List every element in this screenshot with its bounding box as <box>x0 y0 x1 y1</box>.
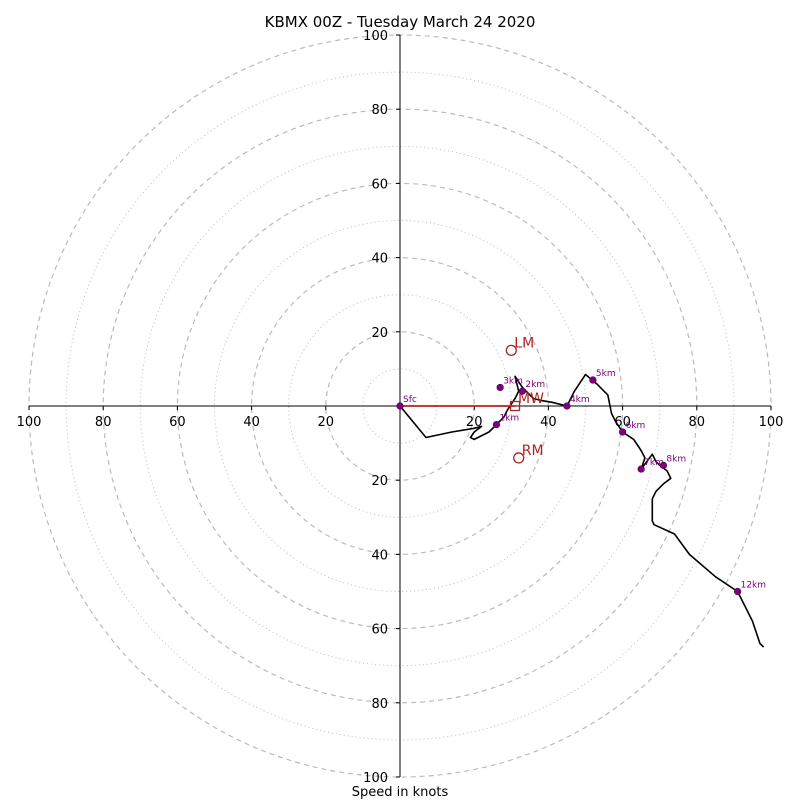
x-tick-label: 100 <box>17 415 42 430</box>
hodograph-line <box>399 373 765 648</box>
height-marker-label: Sfc <box>403 395 417 405</box>
height-marker-label: 2km <box>525 380 545 390</box>
left-mover-marker <box>505 344 517 357</box>
height-marker-label: 1km <box>499 414 519 424</box>
height-marker-point <box>496 383 504 392</box>
height-marker-label: 5km <box>596 369 616 379</box>
y-tick-label: 100 <box>363 29 388 44</box>
x-tick-label: 80 <box>689 415 706 430</box>
tick-labels: 2020202040404040606060608080808010010010… <box>17 29 784 786</box>
mean-wind-marker <box>509 400 521 412</box>
height-marker-label: 12km <box>741 581 766 591</box>
x-tick-label: 20 <box>466 415 483 430</box>
height-marker-point <box>734 587 742 596</box>
chart-title: KBMX 00Z - Tuesday March 24 2020 <box>265 13 536 31</box>
y-tick-label: 60 <box>371 623 388 638</box>
right-mover-marker <box>513 452 525 464</box>
left-mover-label: LM <box>514 335 534 351</box>
height-marker-label: 4km <box>570 395 590 405</box>
height-marker-point <box>618 428 627 436</box>
y-tick-label: 40 <box>371 548 388 563</box>
height-marker-point <box>492 420 501 429</box>
x-tick-label: 100 <box>759 415 784 430</box>
height-marker-point <box>396 402 404 410</box>
height-marker-label: 6km <box>626 421 646 431</box>
height-marker-point <box>659 461 668 469</box>
right-mover-label: RM <box>522 443 544 459</box>
height-marker-point <box>637 465 645 473</box>
x-tick-label: 60 <box>169 415 186 430</box>
hodograph-trace <box>399 373 765 648</box>
height-marker-point <box>563 402 571 410</box>
y-tick-label: 40 <box>371 252 388 267</box>
y-tick-label: 20 <box>371 326 388 341</box>
y-tick-label: 100 <box>363 771 388 786</box>
x-axis-label: Speed in knots <box>352 785 449 800</box>
height-marker-label: 8km <box>666 454 686 464</box>
storm-motion: LM RM MW <box>400 335 544 464</box>
y-tick-label: 80 <box>371 103 388 118</box>
x-tick-label: 20 <box>318 415 335 430</box>
y-tick-label: 20 <box>371 474 388 489</box>
height-marker-point <box>589 376 597 384</box>
mean-wind-label: MW <box>518 391 544 407</box>
height-marker-label: 3km <box>503 376 523 386</box>
y-tick-label: 80 <box>371 697 388 712</box>
y-tick-label: 60 <box>371 177 388 192</box>
height-marker-label: 7km <box>644 458 664 468</box>
x-tick-label: 80 <box>95 415 112 430</box>
x-tick-label: 40 <box>243 415 260 430</box>
height-marker-point <box>518 387 527 395</box>
x-tick-label: 40 <box>540 415 557 430</box>
